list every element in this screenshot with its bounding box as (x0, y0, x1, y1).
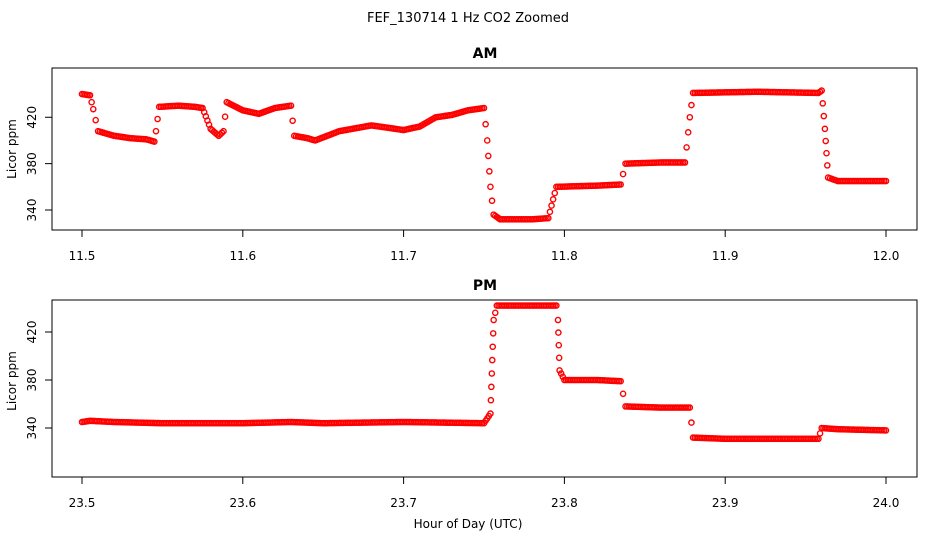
data-point (819, 100, 827, 107)
x-tick-label: 11.5 (69, 249, 96, 263)
y-tick-label: 340 (25, 417, 39, 440)
data-point (882, 427, 890, 434)
data-point (489, 330, 497, 337)
data-point (619, 390, 627, 398)
x-tick-label: 24.0 (873, 496, 900, 510)
data-point (486, 168, 493, 175)
data-point (818, 87, 825, 94)
data-point (480, 104, 488, 112)
data-point (483, 137, 491, 144)
panel-am: AM Licor ppm 11.5 11.6 11.7 11.8 11.9 12.0 34… (5, 46, 918, 263)
data-point (488, 356, 496, 364)
data-point (489, 343, 497, 351)
panel-pm-points (78, 302, 890, 443)
data-point (686, 404, 694, 411)
y-tick-label: 420 (25, 106, 39, 129)
panel-am-title: AM (473, 46, 498, 62)
data-point (151, 138, 158, 145)
data-point (551, 189, 559, 197)
data-point (688, 419, 695, 426)
data-point (548, 202, 555, 209)
data-point (555, 341, 563, 349)
figure-title: FEF_130714 1 Hz CO2 Zoomed (367, 11, 569, 26)
data-point (289, 117, 296, 125)
x-tick-label: 11.6 (229, 249, 256, 263)
data-point (684, 129, 692, 136)
x-tick-label: 23.6 (229, 496, 256, 510)
panel-pm-ylabel: Licor ppm (5, 351, 19, 411)
data-point (823, 149, 830, 157)
data-point (681, 159, 689, 166)
data-point (154, 115, 161, 123)
x-tick-label: 23.8 (551, 496, 578, 510)
x-tick-label: 11.9 (712, 249, 739, 263)
x-tick-label: 23.9 (712, 496, 739, 510)
data-point (686, 113, 694, 121)
data-point (491, 309, 499, 317)
y-tick-label: 380 (25, 152, 39, 175)
data-point (488, 370, 496, 377)
data-point (487, 410, 494, 417)
data-point (482, 120, 489, 128)
data-point (487, 183, 494, 191)
panel-am-x-axis: 11.5 11.6 11.7 11.8 11.9 12.0 (69, 230, 900, 263)
data-point (484, 152, 492, 160)
y-tick-label: 340 (25, 199, 39, 222)
data-point (92, 116, 99, 124)
data-point (816, 430, 824, 437)
panel-pm-x-axis: 23.5 23.6 23.7 23.8 23.9 24.0 (69, 477, 900, 510)
data-point (553, 302, 560, 309)
panel-am-points (78, 87, 890, 223)
data-point (882, 177, 890, 185)
data-point (287, 102, 295, 109)
data-point (555, 329, 562, 336)
panel-pm: PM Licor ppm 23.5 23.6 23.7 23.8 23.9 24.0 34… (5, 278, 918, 510)
data-point (822, 137, 830, 145)
data-point (555, 354, 563, 362)
data-point (557, 370, 565, 377)
data-point (617, 377, 624, 385)
data-point (554, 316, 562, 324)
data-point (549, 196, 557, 203)
data-point (546, 208, 554, 216)
x-tick-label: 23.5 (69, 496, 96, 510)
y-tick-label: 420 (25, 321, 39, 344)
data-point (89, 105, 97, 113)
data-point (619, 170, 627, 178)
data-point (488, 197, 496, 205)
panel-am-ylabel: Licor ppm (5, 119, 19, 179)
data-point (824, 162, 831, 169)
x-tick-label: 23.7 (390, 496, 417, 510)
x-tick-label: 11.7 (390, 249, 417, 263)
x-tick-label: 11.8 (551, 249, 578, 263)
panel-am-y-axis: 340 380 420 (25, 106, 52, 222)
data-point (821, 125, 829, 133)
panel-pm-frame (51, 299, 918, 478)
data-point (488, 383, 495, 391)
data-point (86, 91, 94, 99)
panel-am-frame (51, 67, 918, 231)
figure-xlabel: Hour of Day (UTC) (414, 517, 523, 531)
data-point (556, 367, 563, 374)
data-point (617, 181, 624, 188)
data-point (152, 127, 160, 135)
data-point (88, 98, 95, 106)
panel-pm-title: PM (473, 278, 497, 294)
y-tick-label: 380 (25, 369, 39, 392)
data-point (490, 316, 497, 324)
data-point (218, 129, 226, 137)
data-point (220, 127, 227, 135)
data-point (221, 113, 229, 120)
data-point (683, 144, 690, 151)
data-point (487, 396, 495, 404)
x-tick-label: 12.0 (873, 249, 900, 263)
panel-pm-y-axis: 340 380 420 (25, 321, 52, 440)
data-point (688, 101, 695, 109)
data-point (545, 214, 552, 222)
data-point (820, 112, 828, 120)
